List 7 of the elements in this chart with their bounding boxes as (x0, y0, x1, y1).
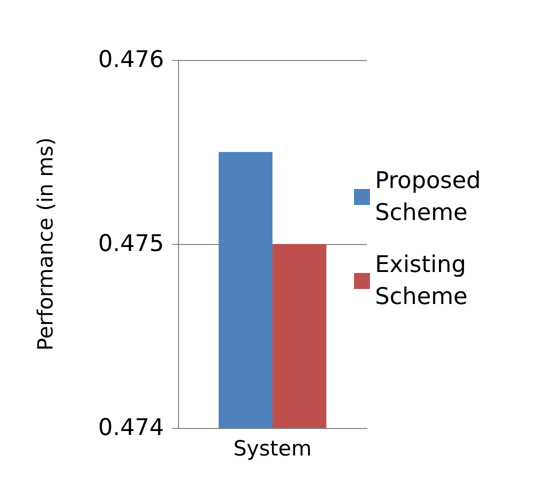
x-tick-label: System (233, 436, 312, 460)
legend-label: Proposed Scheme (375, 168, 488, 226)
legend-label: Existing Scheme (375, 252, 474, 310)
y-tick-label: 0.474 (98, 415, 164, 441)
y-axis-title: Performance (in ms) (34, 137, 58, 351)
y-tick-label: 0.476 (98, 47, 164, 73)
y-tick-label: 0.475 (98, 231, 164, 257)
